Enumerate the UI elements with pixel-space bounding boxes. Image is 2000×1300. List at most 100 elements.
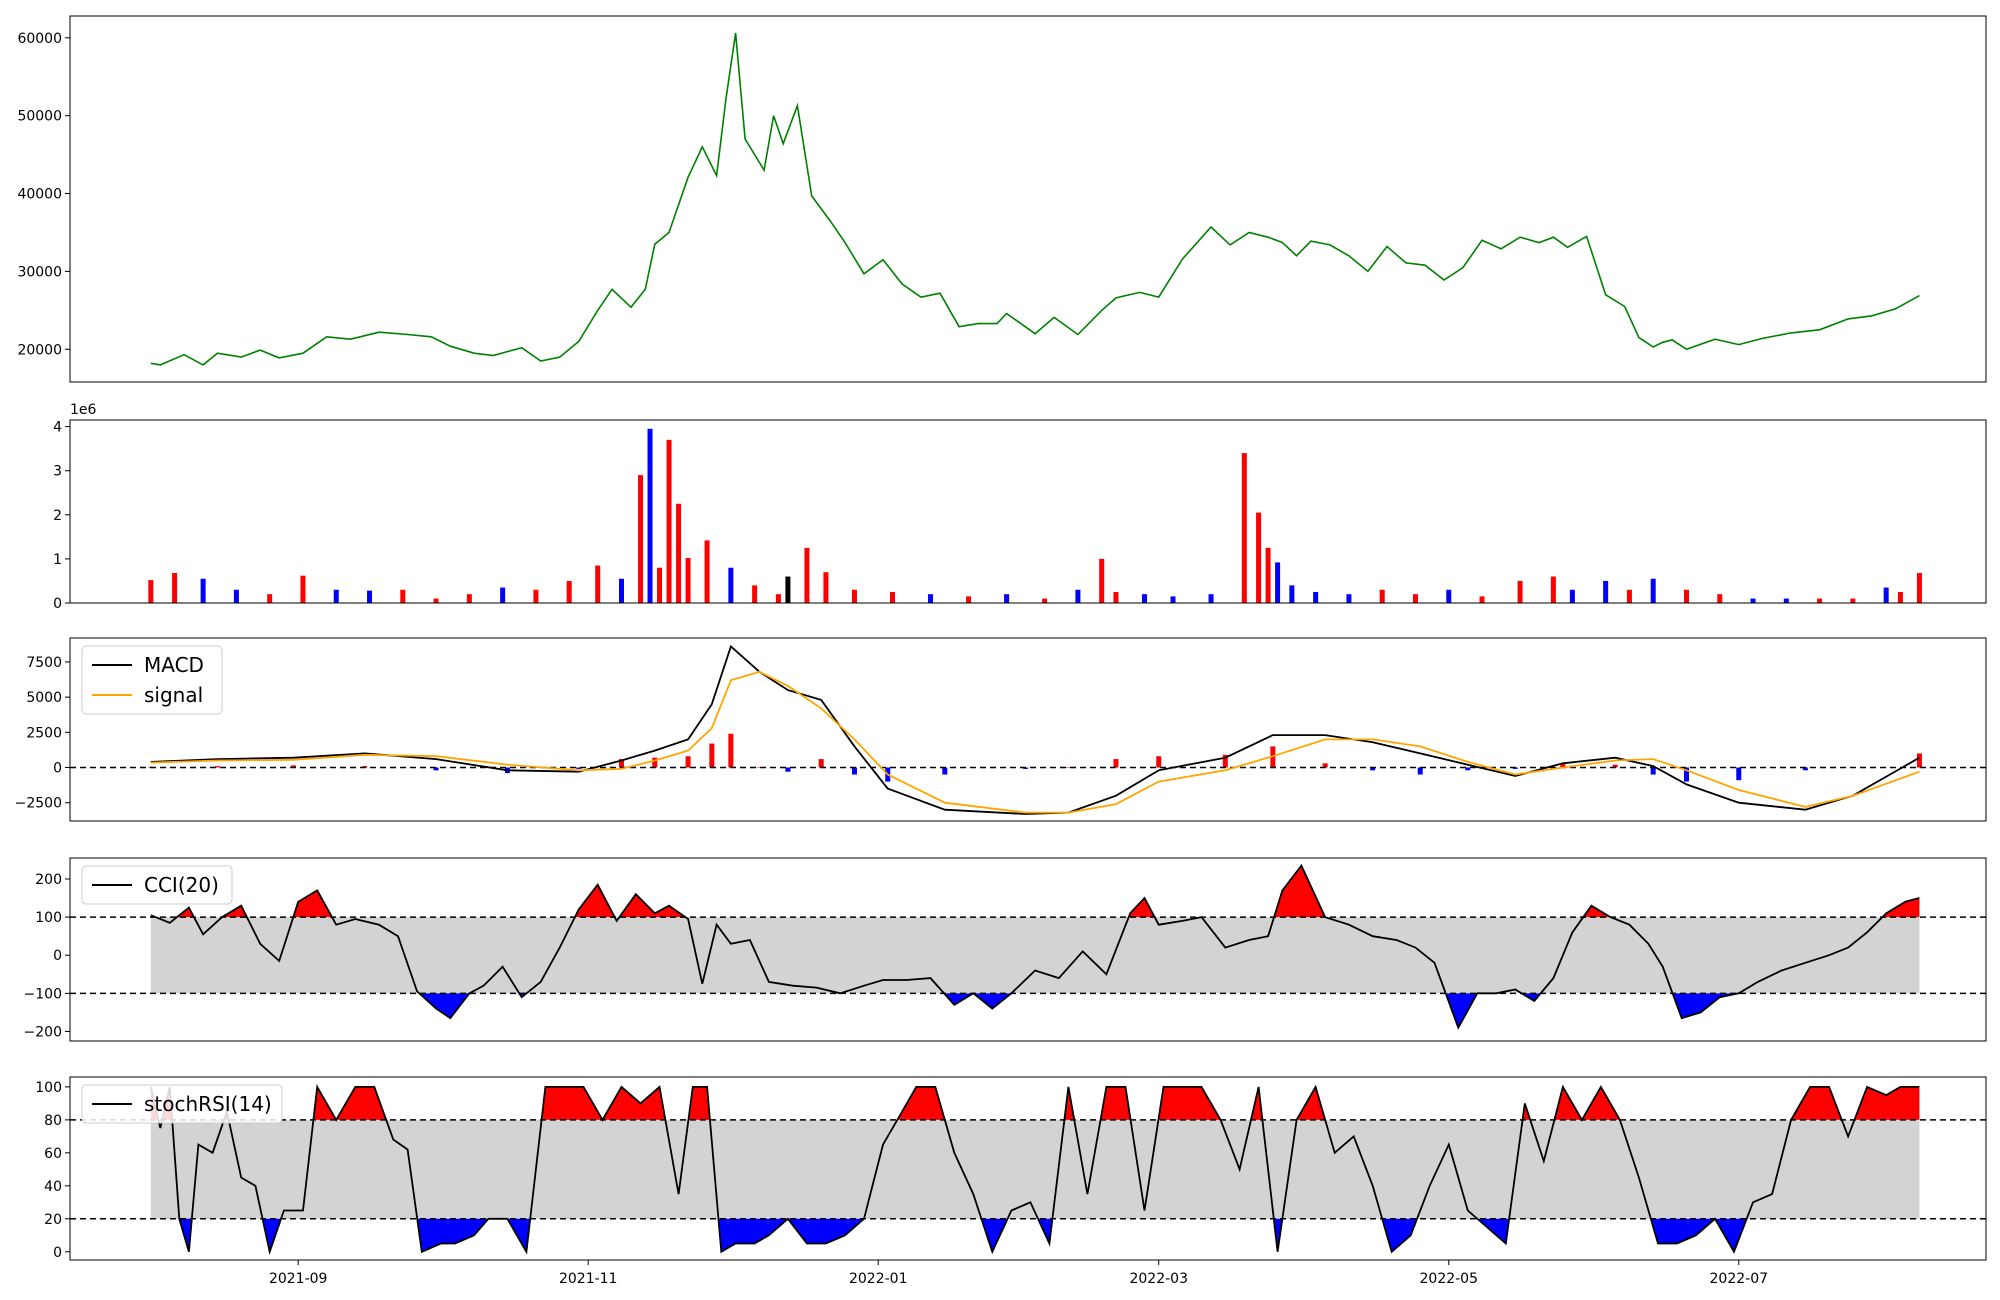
volume-y-tick-label: 3 [53, 464, 62, 480]
macd-histogram-bar [942, 767, 948, 775]
stochrsi-overbought-fill [897, 1086, 945, 1120]
volume-bar [1897, 591, 1903, 603]
stochrsi-y-tick-label: 60 [44, 1146, 62, 1162]
stochrsi-overbought-fill [1791, 1086, 1842, 1120]
volume-bar [1208, 594, 1214, 603]
cci-y-tick-label: −200 [24, 1024, 62, 1040]
volume-bar [1141, 594, 1147, 603]
volume-bar [804, 547, 810, 603]
macd-histogram-bar [818, 759, 824, 768]
volume-bar [1603, 580, 1609, 603]
volume-bar [1916, 573, 1922, 603]
stochrsi-frame [69, 1076, 1987, 1261]
stochrsi-overbought-fill [1158, 1086, 1221, 1120]
macd-histogram-bar [1650, 767, 1656, 775]
stochrsi-overbought-fill [1100, 1086, 1131, 1120]
macd-histogram-bar [1465, 767, 1471, 771]
volume-bar [657, 567, 663, 603]
cci-y-tick-label: 100 [35, 910, 62, 926]
macd-histogram-bar [851, 767, 857, 775]
volume-bar [1446, 589, 1452, 603]
volume-bar [1517, 580, 1523, 603]
macd-histogram-bar [214, 766, 220, 768]
volume-bar [1683, 589, 1689, 603]
stochrsi-overbought-fill [688, 1086, 710, 1120]
cci-oversold-fill [944, 993, 1012, 1009]
stochrsi-oversold-fill [718, 1218, 864, 1252]
macd-y-tick-label: 0 [53, 761, 62, 777]
macd-histogram-bar [1113, 759, 1119, 768]
volume-bar [1346, 594, 1352, 603]
volume-frame [69, 419, 1987, 604]
cci-overbought-fill [1274, 865, 1326, 918]
stochrsi-oversold-fill [1382, 1218, 1418, 1252]
stochrsi-oversold-fill [981, 1218, 1008, 1252]
macd-frame [69, 637, 1987, 822]
volume-bar [1113, 591, 1119, 603]
macd-signal-line [150, 670, 1920, 814]
stochrsi-y-tick-label: 80 [44, 1113, 62, 1129]
x-tick-label: 2022-05 [1420, 1271, 1479, 1287]
cci-line [150, 863, 1920, 1030]
volume-bar [1883, 587, 1889, 603]
macd-histogram-bar [1417, 767, 1423, 775]
cci-frame [69, 857, 1987, 1042]
stochrsi-overbought-fill [1854, 1086, 1920, 1120]
volume-bar [666, 439, 672, 603]
volume-bar [1042, 598, 1048, 603]
volume-bar [704, 540, 710, 603]
volume-bar [333, 589, 339, 603]
volume-bar [466, 594, 472, 603]
macd-histogram-bar [433, 767, 439, 771]
cci-oversold-fill [1445, 993, 1497, 1028]
stochrsi-overbought-fill [1064, 1086, 1075, 1120]
macd-histogram-bar [685, 756, 691, 768]
volume-bar [928, 594, 934, 603]
volume-bar [685, 558, 691, 603]
volume-bar [1479, 596, 1485, 603]
stochrsi-oversold-fill [262, 1218, 282, 1252]
price-y-tick-label: 30000 [17, 264, 62, 280]
volume-bar [233, 589, 239, 603]
volume-y-tick-label: 1 [53, 552, 62, 568]
cci-y-tick-label: −100 [24, 986, 62, 1002]
volume-bar [500, 587, 506, 603]
volume-bar [676, 503, 682, 603]
macd-histogram-bar [1370, 767, 1376, 771]
volume-bar [1379, 589, 1385, 603]
volume-bar [1265, 547, 1271, 603]
volume-bar [1004, 594, 1010, 603]
stochrsi-y-tick-label: 20 [44, 1212, 62, 1228]
volume-bar [1313, 591, 1319, 603]
stochrsi-overbought-fill [313, 1086, 387, 1120]
volume-y-tick-label: 4 [53, 420, 62, 436]
volume-bar [1850, 598, 1856, 603]
volume-bar [1569, 589, 1575, 603]
volume-bar [1075, 589, 1081, 603]
macd-histogram-bar [709, 743, 715, 768]
volume-bar [1241, 453, 1247, 603]
stochrsi-panel: stochRSI(14) 0 20 40 60 80 100 [35, 1076, 1987, 1261]
cci-legend-label: CCI(20) [144, 873, 219, 897]
x-tick-label: 2021-11 [559, 1271, 618, 1287]
macd-y-tick-label: 2500 [26, 725, 62, 741]
macd-y-tick-label: 7500 [26, 655, 62, 671]
macd-histogram-bar [1683, 767, 1689, 782]
volume-bar [367, 590, 373, 603]
volume-bar [785, 576, 791, 603]
volume-bar [1750, 598, 1756, 603]
macd-histogram-bar [290, 765, 296, 768]
x-tick-label: 2021-09 [269, 1271, 328, 1287]
cci-overbought-fill [619, 894, 686, 918]
volume-y-tick-label: 2 [53, 508, 62, 524]
price-line [150, 32, 1920, 366]
volume-bar [1170, 596, 1176, 603]
macd-histogram-bar [728, 733, 734, 768]
stochrsi-y-tick-label: 40 [44, 1179, 62, 1195]
stochrsi-oversold-fill [1273, 1218, 1283, 1252]
volume-bar [300, 575, 306, 603]
volume-bar [200, 578, 206, 603]
stochrsi-overbought-fill [1296, 1086, 1326, 1120]
price-y-tick-label: 50000 [17, 109, 62, 125]
volume-bar [823, 572, 829, 603]
